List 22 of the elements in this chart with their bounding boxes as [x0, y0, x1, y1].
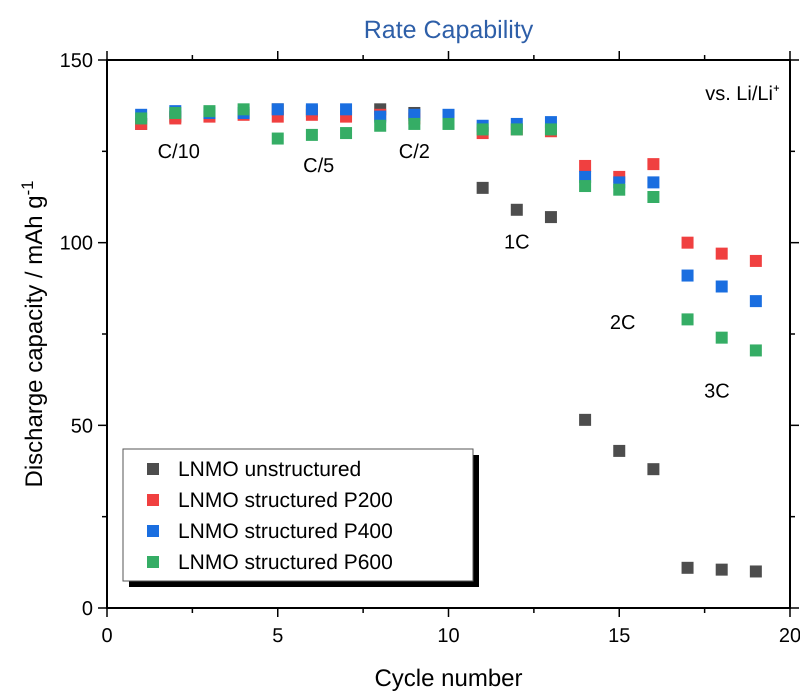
y-tick-label: 0	[82, 598, 93, 620]
annotation: vs. Li/Li⁺	[705, 83, 780, 105]
x-tick-label: 20	[778, 625, 800, 647]
y-tick-label: 150	[60, 50, 93, 72]
x-axis-title: Cycle number	[374, 665, 523, 692]
x-tick-label: 0	[101, 625, 113, 647]
legend-label: LNMO unstructured	[178, 458, 362, 481]
legend-label: LNMO structured P200	[178, 489, 393, 512]
y-tick-label: 100	[60, 232, 93, 255]
annotation: 1C	[504, 232, 530, 254]
annotation: 3C	[704, 380, 730, 403]
x-tick-label: 15	[608, 625, 630, 647]
annotation: 2C	[610, 312, 636, 334]
chart-title: Rate Capability	[364, 16, 534, 44]
x-tick-label: 5	[272, 625, 284, 647]
y-tick-label: 50	[70, 415, 93, 438]
legend-label: LNMO structured P600	[178, 551, 393, 574]
x-tick-label: 10	[437, 625, 460, 647]
legend-label: LNMO structured P400	[178, 520, 393, 543]
annotation: C/10	[158, 141, 200, 164]
annotation: C/5	[303, 155, 334, 178]
annotation: C/2	[398, 141, 430, 164]
